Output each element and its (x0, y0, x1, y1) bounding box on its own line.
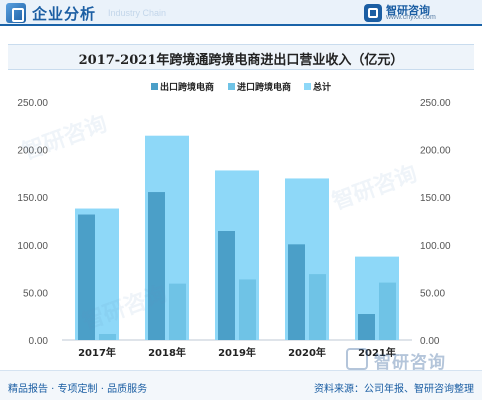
y2-tick-label: 0.00 (420, 336, 440, 347)
x-tick-label: 2017年 (78, 346, 116, 359)
y-tick-label: 100.00 (17, 241, 48, 252)
chart-title-band: 2017-2021年跨境通跨境电商进出口营业收入（亿元） (8, 44, 474, 70)
y-tick-label: 50.00 (23, 288, 48, 299)
y2-tick-label: 100.00 (420, 241, 451, 252)
bar-export (78, 214, 95, 340)
y-tick-label: 200.00 (17, 146, 48, 157)
x-tick-label: 2020年 (288, 346, 326, 359)
bar-import (169, 283, 186, 340)
section-title: 企业分析 (32, 5, 97, 23)
y2-tick-label: 50.00 (420, 288, 445, 299)
x-tick-label: 2018年 (148, 346, 186, 359)
bar-import (309, 274, 326, 340)
y-tick-label: 250.00 (17, 98, 48, 109)
legend-swatch-export (151, 83, 158, 90)
footer-source: 资料来源：公司年报、智研咨询整理 (314, 384, 474, 395)
brand-name: 智研咨询 (386, 4, 430, 17)
bar-import (379, 282, 396, 340)
chart-legend: 出口跨境电商 进口跨境电商 总计 (0, 80, 482, 94)
section-subtitle: Industry Chain (108, 8, 167, 18)
brand-stamp-text: 智研咨询 (374, 353, 446, 373)
legend-label-total: 总计 (313, 83, 332, 93)
bar-import (239, 279, 256, 340)
brand-logo: 智研咨询 www.chyxx.com (364, 2, 474, 24)
bar-export (358, 314, 375, 340)
footer-bar: 精品报告 · 专项定制 · 品质服务 资料来源：公司年报、智研咨询整理 (0, 370, 482, 400)
y2-tick-label: 200.00 (420, 146, 451, 157)
brand-url: www.chyxx.com (386, 14, 436, 21)
x-tick-label: 2019年 (218, 346, 256, 359)
y-tick-label: 150.00 (17, 193, 48, 204)
bar-export (218, 230, 235, 340)
bar-export (288, 244, 305, 340)
brand-logo-icon (364, 4, 382, 22)
chart-title: 2017-2021年跨境通跨境电商进出口营业收入（亿元） (78, 53, 404, 68)
brand-stamp: 智研咨询 (346, 346, 466, 373)
legend-swatch-import (228, 83, 235, 90)
bar-chart: 0.00 0.00 50.00 50.00 100.00 100.00 150.00 150.… (17, 98, 451, 359)
header-bar: 企业分析 Industry Chain 智研咨询 www.chyxx.com (0, 0, 482, 26)
legend-label-export: 出口跨境电商 (160, 83, 215, 93)
section-icon (6, 3, 26, 23)
footer-slogan: 精品报告 · 专项定制 · 品质服务 (8, 384, 148, 395)
legend-swatch-total (304, 83, 311, 90)
y-tick-label: 0.00 (29, 336, 49, 347)
y2-tick-label: 250.00 (420, 98, 451, 109)
y2-tick-label: 150.00 (420, 193, 451, 204)
brand-stamp-icon (346, 348, 368, 370)
bar-export (148, 192, 165, 340)
bar-import (99, 334, 116, 340)
legend-label-import: 进口跨境电商 (237, 83, 292, 93)
